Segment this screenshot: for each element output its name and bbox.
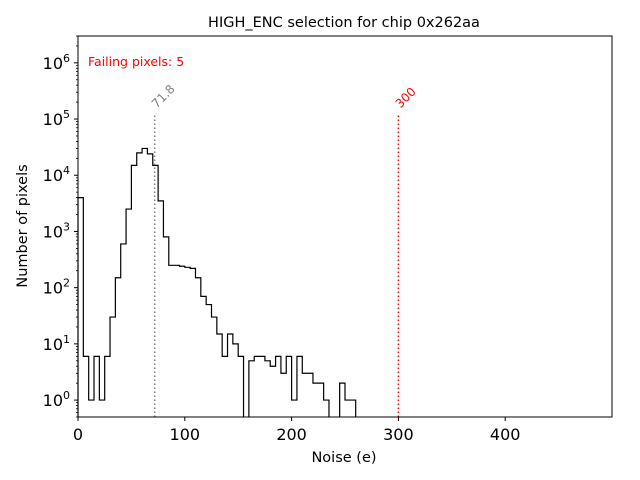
x-axis-label: Noise (e) [311,450,376,466]
y-axis-label: Number of pixels [15,164,31,287]
x-tick-label: 100 [170,425,201,444]
y-tick-label: 106 [43,52,70,73]
y-tick-label: 103 [43,220,70,241]
y-tick-label: 105 [43,108,70,129]
failing-pixels-annotation: Failing pixels: 5 [88,54,184,69]
chart-title: HIGH_ENC selection for chip 0x262aa [208,15,480,31]
x-tick-label: 300 [383,425,414,444]
x-axis: 0 100 200 300 400 [73,417,521,444]
x-tick-label: 400 [490,425,521,444]
histogram-step-line [77,147,357,417]
y-tick-label: 100 [43,389,70,410]
x-tick-label: 0 [73,425,83,444]
y-axis: 100 101 102 103 104 105 106 [43,35,78,418]
y-tick-label: 101 [43,333,70,354]
x-tick-label: 200 [276,425,307,444]
y-tick-label: 104 [43,164,70,185]
plot-frame [77,35,613,418]
y-tick-label: 102 [43,277,70,298]
